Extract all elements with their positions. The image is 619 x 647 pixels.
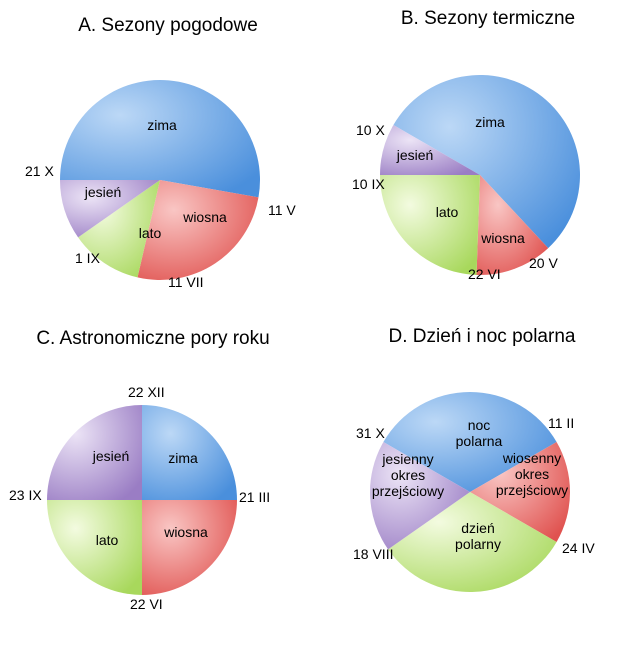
- chart-a-pie: zima wiosna lato jesień: [60, 79, 260, 280]
- chart-c-date-label: 22 XII: [128, 384, 165, 400]
- slice-label-lato: lato: [139, 225, 162, 241]
- slice-label-wiosna: wiosna: [163, 524, 208, 540]
- slice-label-lato: lato: [96, 532, 119, 548]
- chart-a-date-label: 1 IX: [75, 250, 101, 266]
- slice-label-zima: zima: [475, 114, 505, 130]
- chart-b-date-label: 10 X: [356, 122, 385, 138]
- pie-slice-jesien: [60, 180, 160, 238]
- slice-label-jesienny: okres: [391, 467, 425, 483]
- slice-label-noc: polarna: [456, 433, 503, 449]
- slice-label-dzien: dzień: [461, 520, 494, 536]
- pie-slice-jesienny: [370, 442, 470, 550]
- pie-slice-dzien: [388, 492, 557, 592]
- slice-label-lato: lato: [436, 204, 459, 220]
- chart-d: D. Dzień i noc polarna nocpolarnawiosenn…: [353, 326, 595, 592]
- pie-slice-wiosna: [476, 175, 549, 275]
- slice-label-wiosna: wiosna: [480, 230, 525, 246]
- chart-b-title: B. Sezony termiczne: [401, 8, 575, 29]
- pie-slice-wiosna: [142, 500, 237, 595]
- chart-d-date-label: 11 II: [548, 415, 574, 431]
- slice-label-wiosenny: przejściowy: [496, 482, 568, 498]
- pie-slice-zima: [142, 405, 237, 500]
- chart-a-date-label: 21 X: [25, 163, 54, 179]
- chart-d-title: D. Dzień i noc polarna: [389, 326, 576, 347]
- chart-c-date-label: 22 VI: [130, 596, 163, 612]
- pie-slice-zima: [393, 74, 581, 249]
- pie-slice-wiosenny: [470, 442, 570, 542]
- chart-c-date-label: 21 III: [239, 489, 270, 505]
- chart-d-date-label: 24 IV: [562, 540, 595, 556]
- chart-d-pie: nocpolarnawiosennyokresprzejściowydzieńp…: [370, 392, 570, 592]
- chart-a-date-label: 11 V: [268, 202, 296, 218]
- chart-d-date-label: 31 X: [356, 425, 385, 441]
- chart-c-title: C. Astronomiczne pory roku: [36, 328, 269, 349]
- chart-c-pie: zima wiosna lato jesień: [47, 405, 237, 595]
- slice-label-jesien: jesień: [396, 147, 434, 163]
- pie-slice-jesien: [380, 125, 480, 175]
- slice-label-noc: noc: [468, 417, 491, 433]
- chart-b-date-label: 10 IX: [352, 176, 385, 192]
- chart-a-title: A. Sezony pogodowe: [78, 15, 258, 36]
- chart-d-date-label: 18 VIII: [353, 546, 393, 562]
- chart-b-date-label: 22 VI: [468, 266, 501, 282]
- chart-a-date-label: 11 VII: [168, 274, 204, 290]
- slice-label-jesienny: jesienny: [381, 451, 433, 467]
- chart-c: C. Astronomiczne pory roku zima wiosna lat…: [9, 328, 270, 612]
- chart-c-date-label: 23 IX: [9, 487, 42, 503]
- slice-label-wiosenny: wiosenny: [502, 450, 561, 466]
- pie-slice-lato: [380, 175, 480, 275]
- chart-b: B. Sezony termiczne zima wiosna lato jesień…: [352, 8, 581, 282]
- pie-slice-zima: [60, 79, 260, 198]
- slice-label-wiosenny: okres: [515, 466, 549, 482]
- pie-slice-wiosna: [137, 180, 259, 280]
- slice-label-jesien: jesień: [84, 184, 122, 200]
- chart-b-pie: zima wiosna lato jesień: [380, 74, 581, 275]
- pie-slice-lato: [47, 500, 142, 595]
- slice-label-zima: zima: [147, 117, 177, 133]
- slice-label-dzien: polarny: [455, 536, 501, 552]
- pie-slice-lato: [78, 180, 160, 278]
- slice-label-wiosna: wiosna: [182, 209, 227, 225]
- chart-a: A. Sezony pogodowe zimawiosnalatojesień …: [25, 15, 296, 290]
- slice-label-zima: zima: [168, 450, 198, 466]
- pie-slice-jesien: [47, 405, 142, 500]
- slice-label-jesienny: przejściowy: [372, 483, 444, 499]
- chart-b-date-label: 20 V: [529, 255, 558, 271]
- slice-label-jesien: jesień: [92, 448, 130, 464]
